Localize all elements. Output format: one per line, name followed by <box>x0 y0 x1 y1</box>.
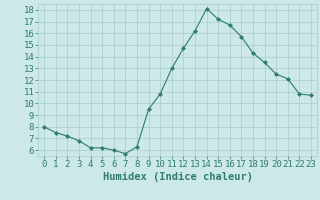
X-axis label: Humidex (Indice chaleur): Humidex (Indice chaleur) <box>103 172 252 182</box>
